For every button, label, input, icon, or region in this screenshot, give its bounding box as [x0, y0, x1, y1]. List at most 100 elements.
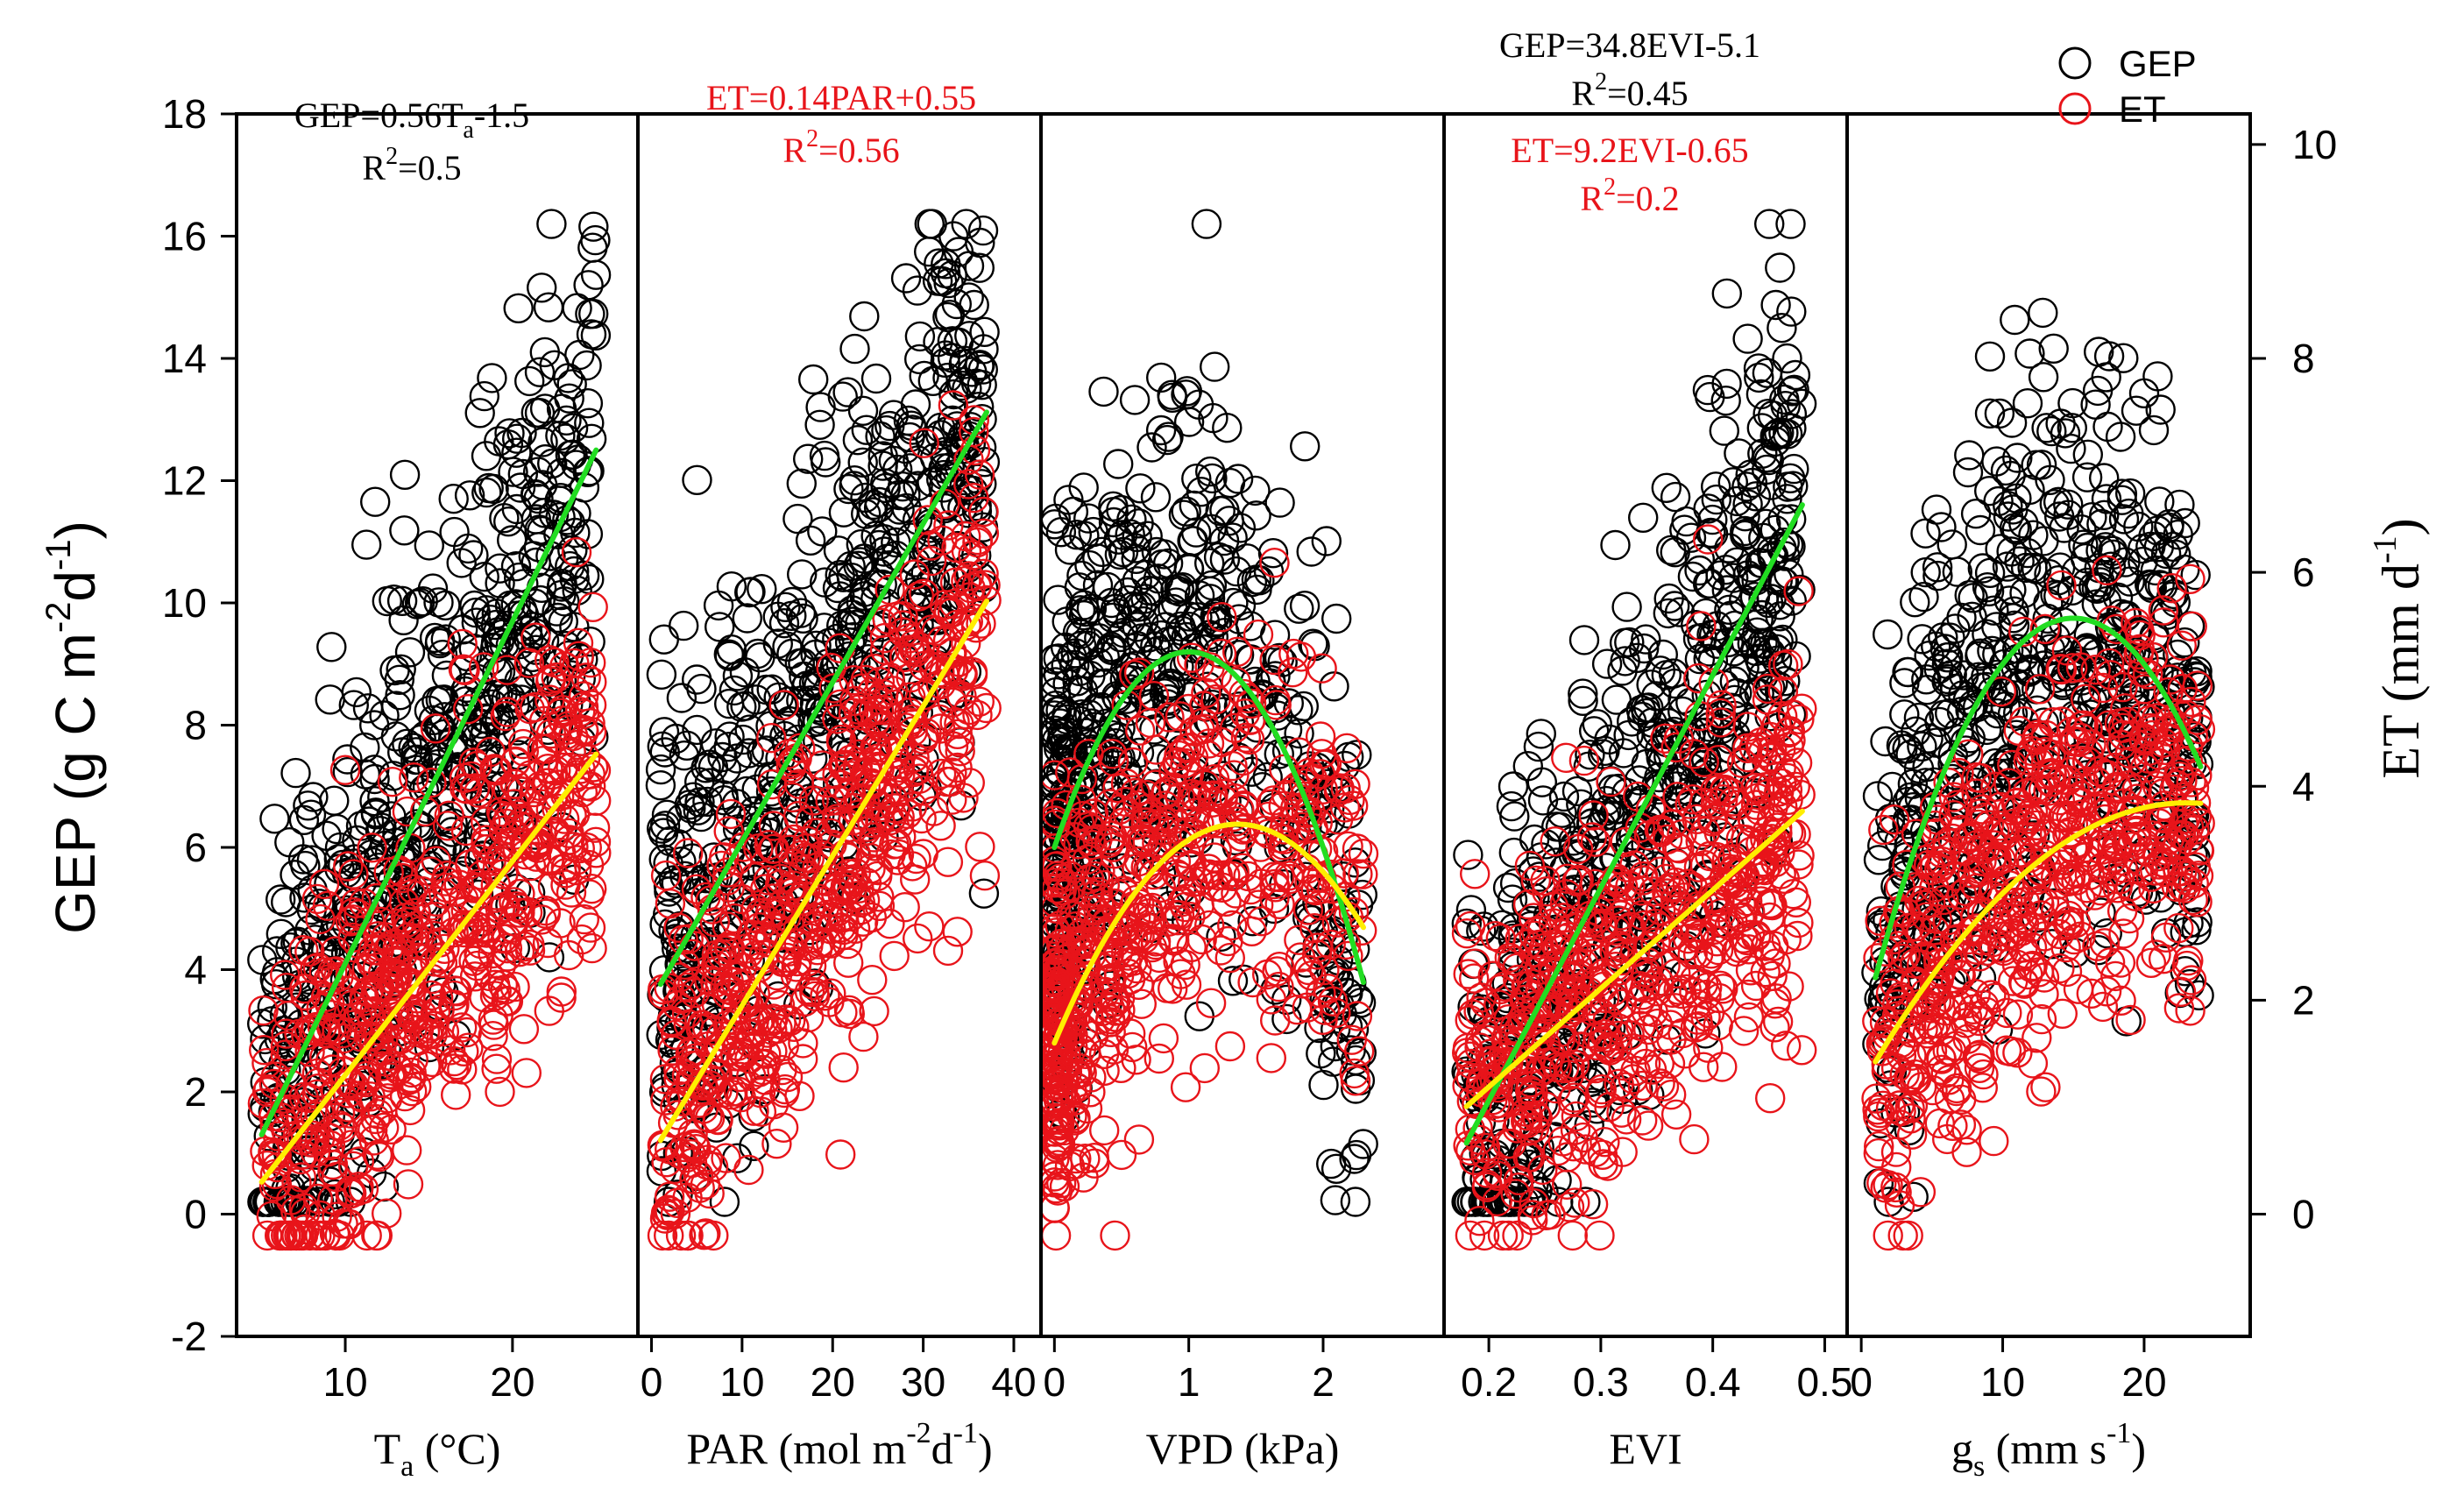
et-point: [1660, 1099, 1692, 1130]
gep-point: [537, 448, 568, 479]
gep-point: [786, 685, 817, 716]
et-point: [528, 705, 560, 736]
gep-point: [1453, 840, 1483, 870]
gep-point: [389, 515, 420, 546]
et-point: [768, 1112, 799, 1144]
gep-point: [288, 804, 320, 835]
et-point: [546, 976, 577, 1007]
et-point: [1243, 889, 1274, 920]
gep-point: [324, 832, 356, 863]
et-point: [945, 736, 975, 767]
gep-point: [722, 743, 753, 774]
gep-point: [747, 574, 777, 605]
et-point: [672, 1220, 703, 1251]
et-point: [248, 995, 279, 1026]
gep-point: [676, 843, 708, 874]
gep-point: [782, 503, 813, 535]
et-point: [1707, 1052, 1738, 1082]
gep-point: [1119, 385, 1151, 415]
gep-point: [785, 598, 817, 628]
gep-point: [536, 209, 567, 239]
gep-point: [386, 840, 416, 871]
gep-point: [359, 763, 390, 795]
gep-point: [851, 499, 882, 529]
et-point: [306, 993, 336, 1024]
et-point: [317, 1149, 349, 1180]
et-point: [447, 628, 478, 660]
et-point: [361, 1220, 392, 1251]
gep-point: [809, 613, 839, 643]
et-point: [361, 882, 392, 914]
gep-point: [726, 691, 757, 722]
et-point: [576, 716, 607, 747]
gep-point: [732, 603, 762, 634]
gep-point: [797, 743, 828, 774]
gep-point: [799, 968, 830, 999]
et-point: [308, 868, 340, 899]
et-point: [262, 1151, 293, 1183]
et-point: [971, 692, 1002, 724]
gep-point: [953, 251, 985, 281]
gep-point: [707, 741, 738, 773]
gep-point: [384, 664, 414, 695]
gep-point: [666, 683, 697, 713]
gep-point: [714, 721, 745, 752]
gep-point: [851, 414, 882, 445]
gep-point: [414, 530, 444, 561]
et-point: [1100, 1220, 1130, 1251]
gep-point: [893, 405, 924, 436]
et-point: [490, 700, 520, 732]
gep-point: [798, 364, 829, 395]
et-point: [389, 1080, 421, 1112]
gep-point: [895, 453, 925, 484]
et-point: [493, 803, 524, 834]
gep-point: [402, 744, 433, 775]
et-point: [376, 929, 407, 960]
et-point: [1333, 831, 1363, 861]
et-point: [948, 783, 979, 813]
gep-point: [735, 577, 766, 607]
gep-point: [573, 270, 604, 301]
gep-point: [1321, 603, 1352, 634]
gep-point: [520, 478, 551, 510]
et-point: [514, 929, 545, 960]
gep-point: [937, 260, 967, 291]
gep-point: [762, 601, 793, 632]
et-point: [502, 832, 533, 864]
et-point: [407, 875, 437, 907]
et-point: [294, 936, 325, 967]
et-point: [1106, 1139, 1137, 1171]
gep-point: [941, 288, 973, 320]
et-point: [1786, 1035, 1817, 1066]
et-point: [479, 754, 510, 784]
et-point: [953, 561, 984, 592]
gep-point: [571, 350, 602, 381]
et-point: [879, 940, 910, 972]
et-point: [828, 1052, 859, 1083]
et-point: [465, 928, 496, 960]
gep-point: [867, 441, 898, 471]
et-point: [1459, 859, 1490, 889]
gep-point: [1765, 252, 1795, 283]
gep-point: [669, 740, 699, 771]
gep-point: [437, 733, 468, 763]
gep-point: [1145, 414, 1177, 446]
gep-point: [1600, 529, 1631, 561]
gep-point: [949, 345, 980, 376]
gep-point: [470, 716, 501, 747]
gep-point: [716, 571, 747, 602]
gep-point: [316, 632, 347, 662]
gep-point: [392, 728, 422, 759]
et-point: [492, 655, 522, 685]
et-point: [942, 917, 973, 947]
gep-point: [523, 483, 554, 514]
et-point: [1256, 1043, 1287, 1073]
gep-point: [847, 395, 879, 426]
gep-point: [833, 473, 864, 505]
et-point: [889, 891, 920, 923]
et-point: [382, 932, 413, 964]
gep-point: [964, 351, 995, 381]
et-point: [471, 828, 501, 860]
gep-point: [770, 592, 801, 622]
gep-point: [385, 680, 415, 711]
